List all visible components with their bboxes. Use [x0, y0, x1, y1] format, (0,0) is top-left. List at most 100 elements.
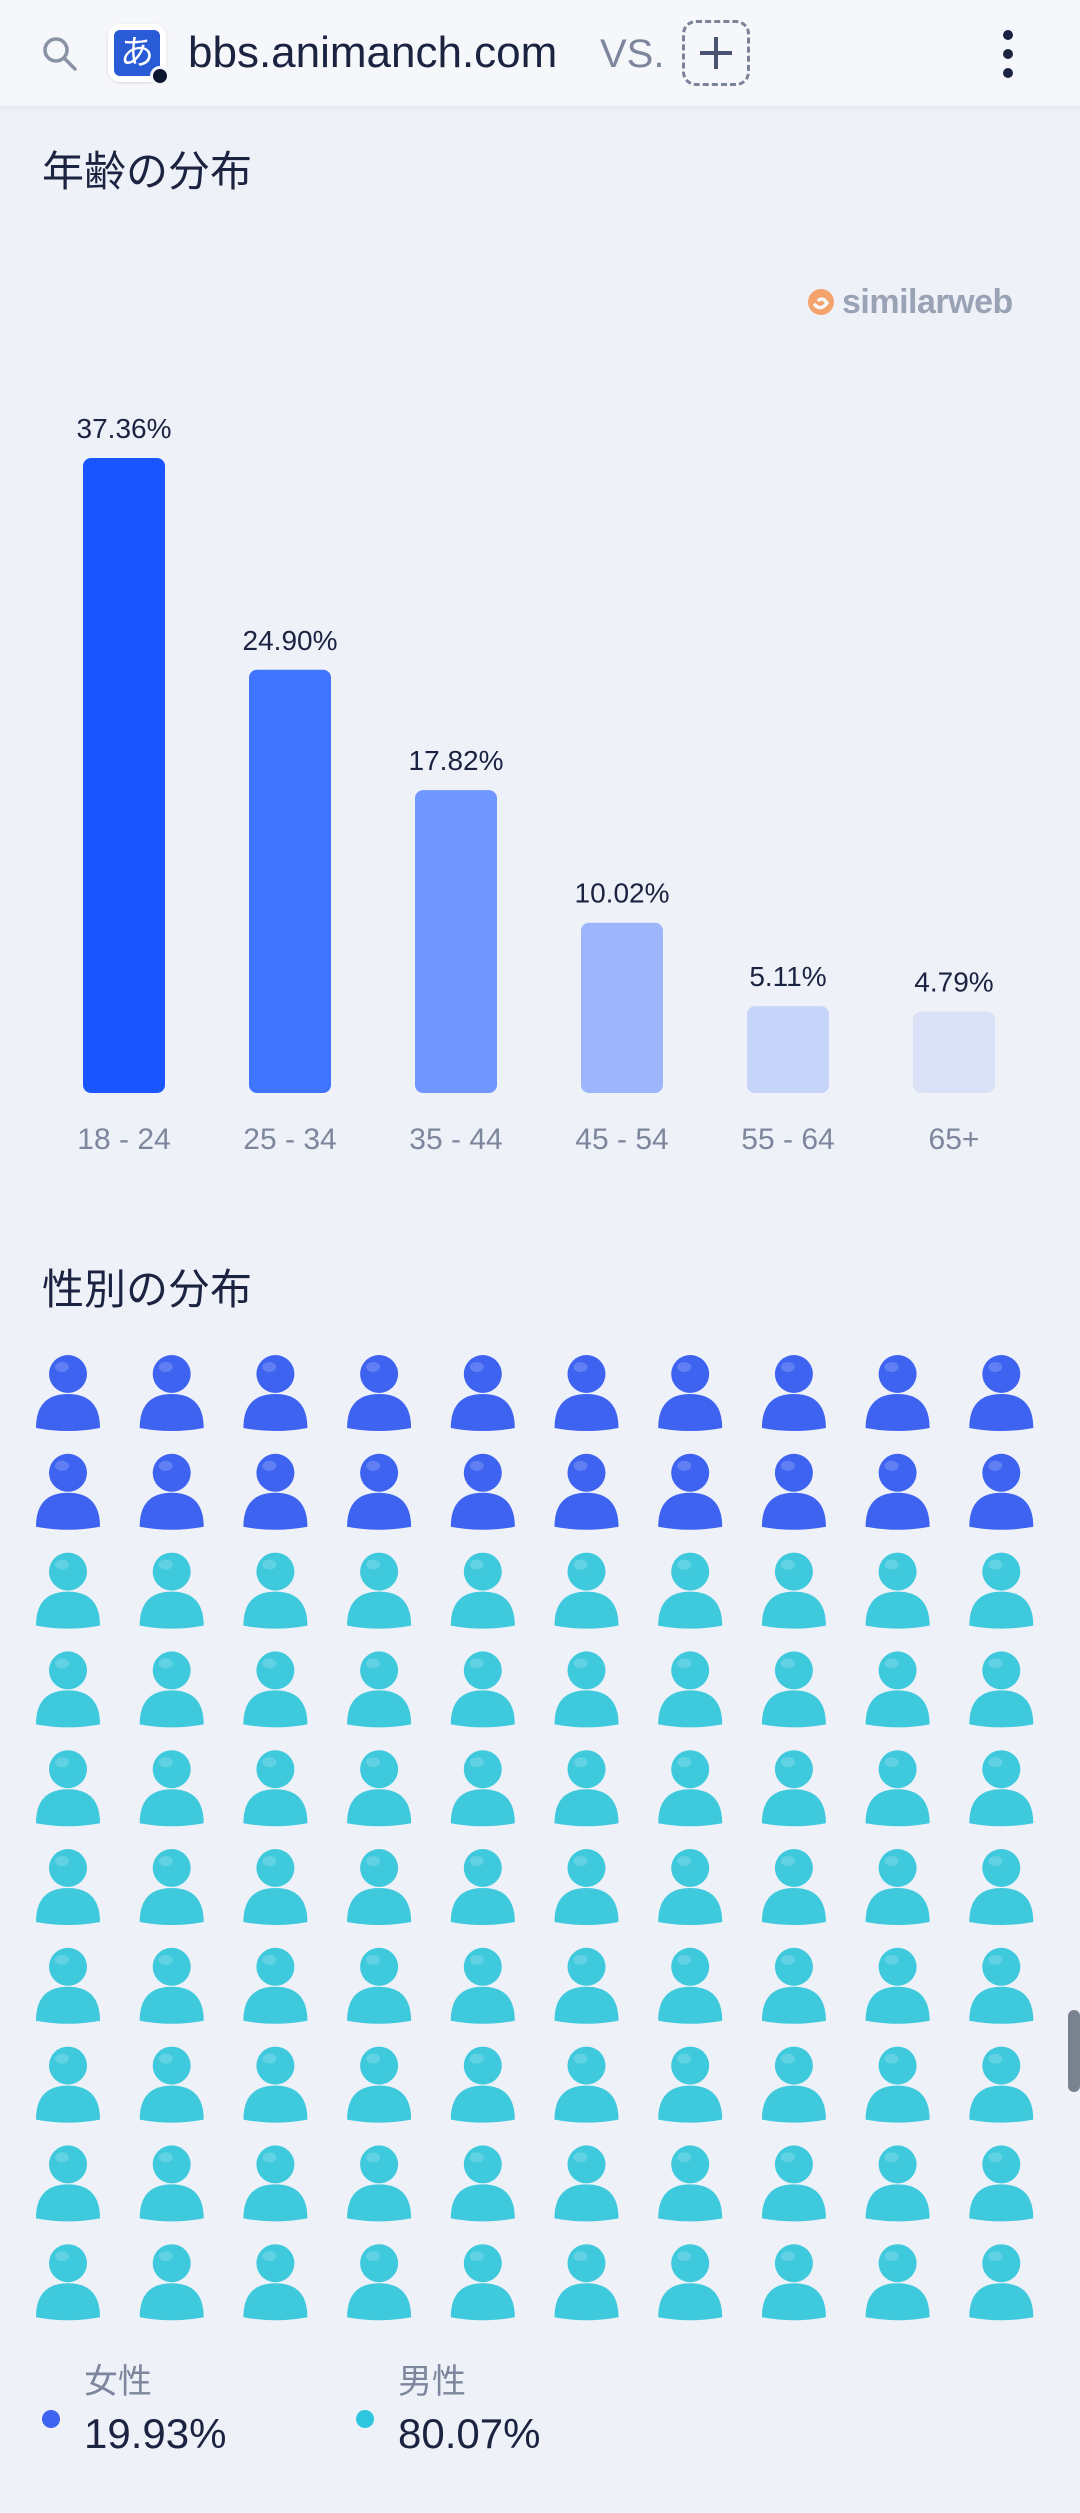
male-person-icon [347, 1651, 412, 1728]
female-person-icon [36, 1453, 100, 1530]
bar-1 [249, 669, 331, 1093]
male-person-icon [865, 1849, 930, 1925]
female-person-icon [865, 1453, 930, 1530]
male-person-icon [243, 1552, 308, 1629]
female-person-icon [139, 1453, 204, 1530]
male-person-icon [139, 2046, 204, 2123]
male-person-icon [139, 2145, 204, 2222]
male-person-icon [36, 1750, 100, 1827]
female-person-icon [450, 1453, 515, 1530]
legend-male-value: 80.07% [398, 2410, 541, 2457]
male-person-icon [139, 1552, 204, 1629]
male-person-icon [865, 1552, 930, 1629]
male-person-icon [450, 1750, 515, 1827]
age-section-title: 年齢の分布 [42, 147, 253, 196]
male-person-icon [36, 2244, 100, 2321]
site-favicon: あ [108, 24, 170, 86]
male-person-icon [969, 2244, 1034, 2321]
male-person-icon [969, 1947, 1034, 2024]
female-person-icon [347, 1355, 412, 1431]
age-bar-chart: 37.36% 18 - 24 24.90% 25 - 34 17.82% 35 - 44 1… [77, 413, 995, 1156]
male-person-icon [139, 1849, 204, 1925]
add-competitor-button[interactable] [682, 20, 750, 86]
female-person-icon [554, 1355, 619, 1431]
male-person-icon [658, 1750, 723, 1827]
male-person-icon [865, 1750, 930, 1827]
similarweb-mark-icon [808, 289, 834, 315]
bar-category-label: 65+ [929, 1123, 980, 1156]
male-person-icon [347, 1849, 412, 1925]
male-person-icon [658, 1947, 723, 2024]
site-name[interactable]: bbs.animanch.com [188, 28, 558, 77]
male-person-icon [865, 2145, 930, 2222]
male-person-icon [243, 1651, 308, 1728]
male-person-icon [450, 1651, 515, 1728]
male-person-icon [450, 2046, 515, 2123]
male-person-icon [865, 2046, 930, 2123]
male-person-icon [658, 2046, 723, 2123]
search-icon[interactable] [40, 34, 80, 74]
male-person-icon [554, 1651, 619, 1728]
male-person-icon [243, 1849, 308, 1925]
legend-female-value: 19.93% [84, 2410, 227, 2457]
male-person-icon [36, 1947, 100, 2024]
female-person-icon [36, 1355, 100, 1431]
male-person-icon [761, 2046, 826, 2123]
male-person-icon [761, 1750, 826, 1827]
female-person-icon [969, 1453, 1034, 1530]
male-person-icon [450, 1849, 515, 1925]
more-vert-icon[interactable] [990, 24, 1026, 84]
female-person-icon [554, 1453, 619, 1530]
male-person-icon [554, 1552, 619, 1629]
bar-value-label: 10.02% [575, 878, 670, 909]
male-person-icon [554, 2145, 619, 2222]
male-person-icon [969, 1750, 1034, 1827]
similarweb-logo: similarweb [806, 282, 1013, 322]
female-person-icon [761, 1355, 826, 1431]
male-person-icon [554, 2244, 619, 2321]
male-person-icon [865, 2244, 930, 2321]
male-person-icon [243, 2046, 308, 2123]
male-person-icon [969, 1651, 1034, 1728]
bar-4 [747, 1006, 829, 1093]
gender-section-title: 性別の分布 [42, 1265, 253, 1314]
male-person-icon [243, 2145, 308, 2222]
male-person-icon [347, 2046, 412, 2123]
male-person-icon [658, 1651, 723, 1728]
bar-value-label: 37.36% [77, 413, 172, 444]
female-person-icon [139, 1355, 204, 1431]
male-person-icon [969, 1552, 1034, 1629]
male-person-icon [761, 2244, 826, 2321]
vs-label: VS. [600, 32, 665, 76]
bar-category-label: 18 - 24 [77, 1123, 170, 1156]
status-dot [150, 66, 170, 86]
legend-female-label: 女性 [84, 2362, 152, 2402]
male-person-icon [243, 1947, 308, 2024]
male-person-icon [658, 1849, 723, 1925]
male-person-icon [554, 1947, 619, 2024]
female-person-icon [658, 1453, 723, 1530]
bar-5 [913, 1011, 995, 1093]
female-person-icon [243, 1453, 308, 1530]
male-person-icon [347, 2244, 412, 2321]
male-person-icon [761, 1947, 826, 2024]
male-person-icon [450, 1947, 515, 2024]
male-person-icon [347, 1552, 412, 1629]
bar-value-label: 5.11% [749, 961, 826, 992]
bar-2 [415, 790, 497, 1093]
similarweb-wordmark: similarweb [842, 282, 1013, 321]
female-person-icon [865, 1355, 930, 1431]
male-person-icon [554, 1750, 619, 1827]
scrollbar-thumb[interactable] [1068, 2010, 1080, 2092]
male-person-icon [139, 1750, 204, 1827]
female-person-icon [243, 1355, 308, 1431]
male-person-icon [658, 2145, 723, 2222]
male-person-icon [761, 2145, 826, 2222]
male-person-icon [139, 2244, 204, 2321]
male-person-icon [36, 2145, 100, 2222]
bar-category-label: 45 - 54 [575, 1123, 668, 1156]
male-person-icon [139, 1651, 204, 1728]
bar-value-label: 17.82% [409, 745, 504, 776]
female-dot-icon [42, 2410, 60, 2428]
male-person-icon [36, 1552, 100, 1629]
